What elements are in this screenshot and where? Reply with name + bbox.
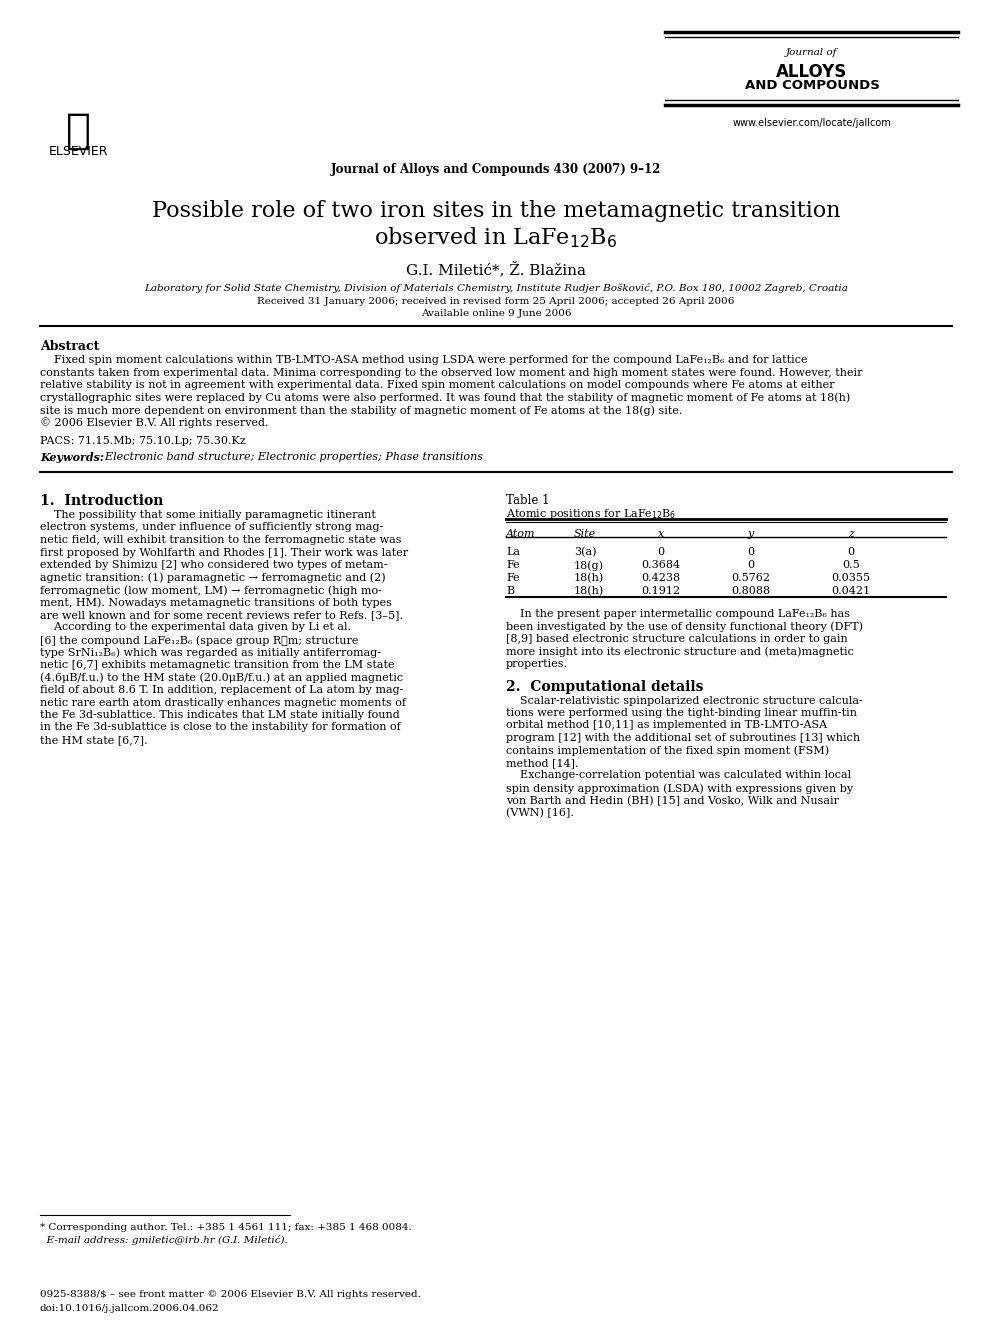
Text: field of about 8.6 T. In addition, replacement of La atom by mag-: field of about 8.6 T. In addition, repla… (40, 685, 404, 695)
Text: x: x (658, 529, 664, 538)
Text: 0: 0 (747, 560, 755, 570)
Text: Fe: Fe (506, 573, 520, 583)
Text: According to the experimental data given by Li et al.: According to the experimental data given… (40, 623, 351, 632)
Text: in the Fe 3d-sublattice is close to the instability for formation of: in the Fe 3d-sublattice is close to the … (40, 722, 401, 733)
Text: Atom: Atom (506, 529, 536, 538)
Text: 18(h): 18(h) (574, 573, 604, 583)
Text: 18(g): 18(g) (574, 560, 604, 570)
Text: constants taken from experimental data. Minima corresponding to the observed low: constants taken from experimental data. … (40, 368, 862, 377)
Text: type SrNi₁₂B₆) which was regarded as initially antiferromag-: type SrNi₁₂B₆) which was regarded as ini… (40, 647, 381, 658)
Text: netic field, will exhibit transition to the ferromagnetic state was: netic field, will exhibit transition to … (40, 534, 402, 545)
Text: program [12] with the additional set of subroutines [13] which: program [12] with the additional set of … (506, 733, 860, 744)
Text: © 2006 Elsevier B.V. All rights reserved.: © 2006 Elsevier B.V. All rights reserved… (40, 418, 269, 429)
Text: 0.0421: 0.0421 (831, 586, 871, 595)
Text: 0: 0 (847, 546, 854, 557)
Text: Scalar-relativistic spinpolarized electronic structure calcula-: Scalar-relativistic spinpolarized electr… (506, 696, 863, 705)
Text: * Corresponding author. Tel.: +385 1 4561 111; fax: +385 1 468 0084.: * Corresponding author. Tel.: +385 1 456… (40, 1222, 412, 1232)
Text: (4.6μB/f.u.) to the HM state (20.0μB/f.u.) at an applied magnetic: (4.6μB/f.u.) to the HM state (20.0μB/f.u… (40, 672, 403, 683)
Text: Journal of Alloys and Compounds 430 (2007) 9–12: Journal of Alloys and Compounds 430 (200… (330, 163, 662, 176)
Text: Fixed spin moment calculations within TB-LMTO-ASA method using LSDA were perform: Fixed spin moment calculations within TB… (40, 355, 807, 365)
Text: 0: 0 (658, 546, 665, 557)
Text: y: y (748, 529, 754, 538)
Text: 18(h): 18(h) (574, 586, 604, 597)
Text: www.elsevier.com/locate/jallcom: www.elsevier.com/locate/jallcom (733, 118, 892, 128)
Text: extended by Shimizu [2] who considered two types of metam-: extended by Shimizu [2] who considered t… (40, 560, 388, 570)
Text: ferromagnetic (low moment, LM) → ferromagnetic (high mo-: ferromagnetic (low moment, LM) → ferroma… (40, 585, 382, 595)
Text: crystallographic sites were replaced by Cu atoms were also performed. It was fou: crystallographic sites were replaced by … (40, 393, 850, 404)
Text: ELSEVIER: ELSEVIER (49, 146, 108, 157)
Text: Electronic band structure; Electronic properties; Phase transitions: Electronic band structure; Electronic pr… (98, 452, 483, 462)
Text: von Barth and Hedin (BH) [15] and Vosko, Wilk and Nusair: von Barth and Hedin (BH) [15] and Vosko,… (506, 795, 839, 806)
Text: been investigated by the use of density functional theory (DFT): been investigated by the use of density … (506, 622, 863, 632)
Text: spin density approximation (LSDA) with expressions given by: spin density approximation (LSDA) with e… (506, 783, 853, 794)
Text: Keywords:: Keywords: (40, 452, 104, 463)
Text: 0.0355: 0.0355 (831, 573, 871, 583)
Text: G.I. Miletić*, Ž. Blažina: G.I. Miletić*, Ž. Blažina (406, 262, 586, 278)
Text: Abstract: Abstract (40, 340, 99, 353)
Text: 0.8088: 0.8088 (731, 586, 771, 595)
Text: 0.1912: 0.1912 (642, 586, 681, 595)
Text: ment, HM). Nowadays metamagnetic transitions of both types: ment, HM). Nowadays metamagnetic transit… (40, 598, 392, 609)
Text: B: B (506, 586, 514, 595)
Text: [6] the compound LaFe₁₂B₆ (space group R͟m; structure: [6] the compound LaFe₁₂B₆ (space group R… (40, 635, 358, 646)
Text: 1.  Introduction: 1. Introduction (40, 493, 164, 508)
Text: Available online 9 June 2006: Available online 9 June 2006 (421, 310, 571, 318)
Text: Journal of: Journal of (787, 48, 838, 57)
Text: 🌳: 🌳 (65, 110, 90, 152)
Text: La: La (506, 546, 520, 557)
Text: relative stability is not in agreement with experimental data. Fixed spin moment: relative stability is not in agreement w… (40, 380, 834, 390)
Text: observed in LaFe$_{12}$B$_6$: observed in LaFe$_{12}$B$_6$ (374, 225, 618, 250)
Text: AND COMPOUNDS: AND COMPOUNDS (745, 79, 880, 93)
Text: properties.: properties. (506, 659, 568, 669)
Text: In the present paper intermetallic compound LaFe₁₂B₆ has: In the present paper intermetallic compo… (506, 609, 850, 619)
Text: orbital method [10,11] as implemented in TB-LMTO-ASA: orbital method [10,11] as implemented in… (506, 721, 827, 730)
Text: netic rare earth atom drastically enhances magnetic moments of: netic rare earth atom drastically enhanc… (40, 697, 406, 708)
Text: contains implementation of the fixed spin moment (FSM): contains implementation of the fixed spi… (506, 745, 829, 755)
Text: 2.  Computational details: 2. Computational details (506, 680, 703, 693)
Text: Possible role of two iron sites in the metamagnetic transition: Possible role of two iron sites in the m… (152, 200, 840, 222)
Text: PACS: 71.15.Mb; 75.10.Lp; 75.30.Kz: PACS: 71.15.Mb; 75.10.Lp; 75.30.Kz (40, 437, 246, 446)
Text: (VWN) [16].: (VWN) [16]. (506, 808, 574, 819)
Text: tions were performed using the tight-binding linear muffin-tin: tions were performed using the tight-bin… (506, 708, 857, 718)
Text: site is much more dependent on environment than the stability of magnetic moment: site is much more dependent on environme… (40, 405, 682, 415)
Text: doi:10.1016/j.jallcom.2006.04.062: doi:10.1016/j.jallcom.2006.04.062 (40, 1304, 219, 1312)
Text: netic [6,7] exhibits metamagnetic transition from the LM state: netic [6,7] exhibits metamagnetic transi… (40, 660, 395, 669)
Text: E-mail address: gmiletic@irb.hr (G.I. Miletić).: E-mail address: gmiletic@irb.hr (G.I. Mi… (40, 1234, 288, 1245)
Text: agnetic transition: (1) paramagnetic → ferromagnetic and (2): agnetic transition: (1) paramagnetic → f… (40, 573, 386, 583)
Text: first proposed by Wohlfarth and Rhodes [1]. Their work was later: first proposed by Wohlfarth and Rhodes [… (40, 548, 408, 557)
Text: 0.5: 0.5 (842, 560, 860, 570)
Text: Exchange-correlation potential was calculated within local: Exchange-correlation potential was calcu… (506, 770, 851, 781)
Text: 3(a): 3(a) (574, 546, 596, 557)
Text: Laboratory for Solid State Chemistry, Division of Materials Chemistry, Institute: Laboratory for Solid State Chemistry, Di… (144, 283, 848, 292)
Text: Atomic positions for LaFe$_{12}$B$_6$: Atomic positions for LaFe$_{12}$B$_6$ (506, 507, 677, 521)
Text: Received 31 January 2006; received in revised form 25 April 2006; accepted 26 Ap: Received 31 January 2006; received in re… (257, 296, 735, 306)
Text: 0.4238: 0.4238 (642, 573, 681, 583)
Text: are well known and for some recent reviews refer to Refs. [3–5].: are well known and for some recent revie… (40, 610, 403, 620)
Text: Fe: Fe (506, 560, 520, 570)
Text: Site: Site (574, 529, 596, 538)
Text: ALLOYS: ALLOYS (777, 64, 847, 81)
Text: 0925-8388/$ – see front matter © 2006 Elsevier B.V. All rights reserved.: 0925-8388/$ – see front matter © 2006 El… (40, 1290, 421, 1299)
Text: electron systems, under influence of sufficiently strong mag-: electron systems, under influence of suf… (40, 523, 383, 532)
Bar (30, 75, 125, 155)
Text: Table 1: Table 1 (506, 493, 550, 507)
Text: 0: 0 (747, 546, 755, 557)
Text: the Fe 3d-sublattice. This indicates that LM state initially found: the Fe 3d-sublattice. This indicates tha… (40, 710, 400, 720)
Text: the HM state [6,7].: the HM state [6,7]. (40, 736, 148, 745)
Text: [8,9] based electronic structure calculations in order to gain: [8,9] based electronic structure calcula… (506, 634, 848, 644)
Text: z: z (848, 529, 854, 538)
Text: method [14].: method [14]. (506, 758, 578, 767)
Text: 0.3684: 0.3684 (642, 560, 681, 570)
Text: 0.5762: 0.5762 (731, 573, 771, 583)
Text: The possibility that some initially paramagnetic itinerant: The possibility that some initially para… (40, 509, 376, 520)
Text: more insight into its electronic structure and (meta)magnetic: more insight into its electronic structu… (506, 647, 854, 658)
